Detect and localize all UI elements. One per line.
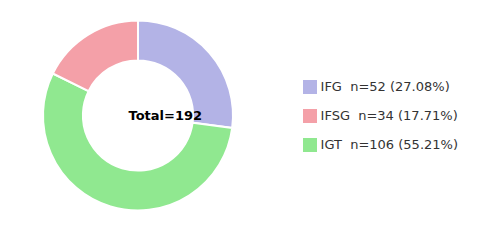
svg-text:Total=192: Total=192	[129, 108, 203, 123]
html-text:IGT n=106 (55.21%): IGT n=106 (55.21%)	[320, 137, 458, 152]
html-text:IFG n=52 (27.08%): IFG n=52 (27.08%)	[320, 79, 450, 94]
html-text:IFSG n=34 (17.71%): IFSG n=34 (17.71%)	[320, 108, 458, 123]
